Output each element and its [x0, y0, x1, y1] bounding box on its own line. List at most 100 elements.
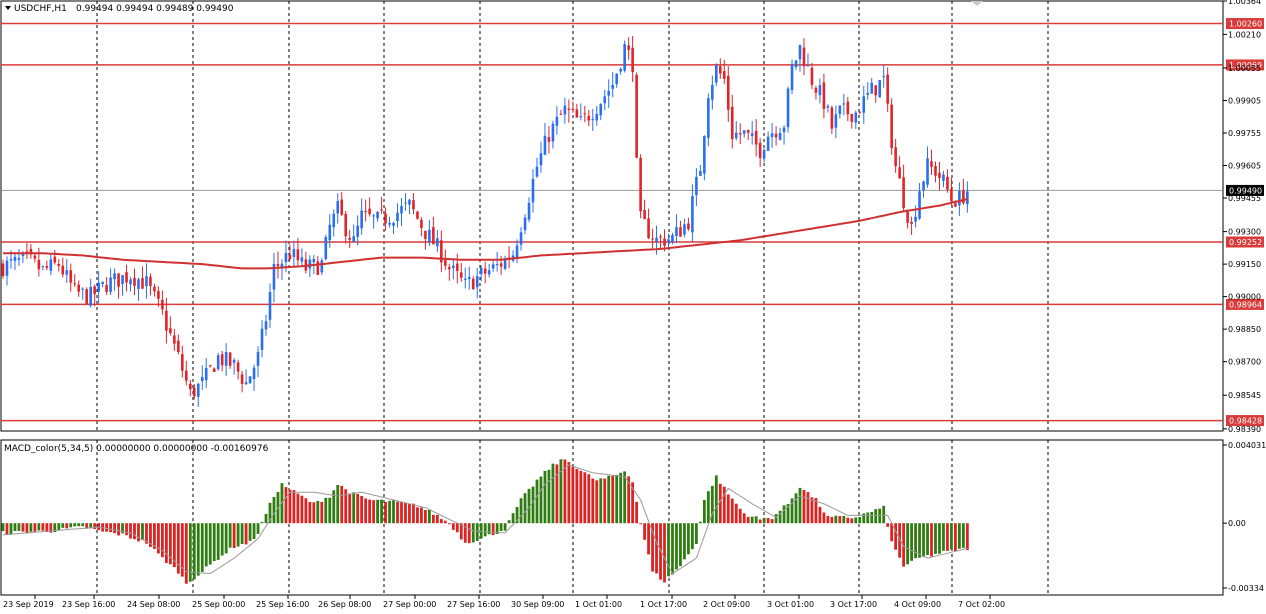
macd-bar: [372, 500, 376, 524]
macd-bar: [304, 498, 308, 524]
macd-bar: [702, 499, 706, 524]
candle-body: [408, 199, 411, 205]
macd-bar: [850, 518, 854, 524]
candle-body: [113, 273, 116, 280]
candle-body: [161, 299, 164, 310]
macd-bar: [232, 523, 236, 549]
candle-body: [220, 354, 224, 366]
candle-body: [599, 104, 603, 116]
candle-body: [722, 71, 726, 79]
price-pane-frame: [0, 0, 1224, 432]
candle-body: [567, 108, 571, 110]
collapse-triangle-icon[interactable]: [5, 6, 11, 10]
candle-body: [850, 113, 854, 122]
macd-bar: [300, 495, 304, 524]
macd-axis-label: 0.004031: [1228, 441, 1266, 450]
macd-bar: [643, 523, 646, 540]
candle-body: [515, 245, 519, 259]
candle-body: [300, 257, 304, 262]
candle-body: [308, 259, 312, 269]
macd-bar: [153, 523, 156, 549]
macd-bar: [655, 523, 658, 574]
candle-body: [109, 277, 112, 292]
candle-body: [611, 84, 615, 89]
candle-body: [340, 199, 344, 215]
macd-bar: [774, 514, 778, 524]
candle-body: [348, 237, 351, 240]
macd-bar: [914, 523, 917, 559]
time-axis-label: 26 Sep 08:00: [318, 600, 371, 609]
macd-bar: [507, 520, 511, 524]
candle-body: [647, 218, 650, 239]
macd-bar: [188, 523, 192, 582]
candle-body: [133, 277, 136, 286]
macd-bar: [77, 523, 81, 527]
macd-bar: [770, 519, 774, 524]
macd-bar: [838, 516, 842, 524]
macd-bar: [125, 523, 128, 536]
candle-body: [196, 383, 200, 397]
macd-bar: [926, 523, 929, 556]
candle-body: [691, 196, 694, 233]
macd-bar: [734, 503, 738, 524]
macd-bar: [531, 486, 535, 524]
candle-body: [204, 367, 208, 381]
candle-body: [145, 276, 148, 287]
macd-bar: [862, 513, 866, 524]
macd-bar: [794, 493, 798, 524]
candle-body: [842, 103, 846, 105]
candle-body: [376, 211, 379, 219]
macd-bar: [750, 516, 754, 524]
macd-bar: [842, 515, 846, 524]
shift-marker-icon[interactable]: [971, 1, 983, 6]
candle-body: [232, 359, 236, 363]
candle-body: [272, 263, 276, 290]
macd-bar: [730, 498, 734, 524]
macd-bar: [85, 523, 89, 529]
macd-bar: [922, 523, 925, 557]
candle-body: [671, 234, 674, 242]
macd-axis-label: -0.00334: [1228, 584, 1264, 593]
candle-body: [806, 65, 810, 67]
candle-body: [715, 65, 718, 83]
macd-bar: [113, 523, 116, 534]
candle-body: [77, 284, 81, 292]
candle-body: [360, 210, 363, 229]
macd-bar: [224, 523, 228, 554]
candle-body: [639, 157, 642, 212]
time-axis-label: 25 Sep 16:00: [256, 600, 309, 609]
candle-body: [966, 191, 969, 205]
candle-body: [615, 73, 618, 85]
macd-bar: [368, 499, 372, 524]
candle-body: [181, 354, 184, 371]
macd-bar: [324, 497, 328, 524]
candle-body: [730, 106, 734, 140]
candle-body: [627, 45, 630, 50]
macd-bar: [527, 488, 531, 524]
macd-bar: [718, 483, 722, 524]
macd-bar: [416, 507, 419, 524]
candle-body: [802, 47, 806, 67]
candle-body: [380, 209, 383, 211]
candle-body: [412, 200, 415, 210]
macd-bar: [288, 489, 292, 524]
macd-bar: [611, 476, 615, 524]
macd-bar: [667, 523, 670, 577]
candle-body: [746, 129, 750, 133]
candle-body: [45, 266, 49, 268]
candle-body: [491, 264, 495, 269]
macd-bar: [364, 498, 368, 524]
macd-bar: [910, 523, 913, 561]
macd-bar: [483, 523, 487, 537]
candle-body: [503, 258, 507, 269]
candle-body: [192, 387, 196, 397]
current-price-tag: [1226, 184, 1264, 196]
candle-body: [643, 209, 646, 220]
candle-body: [866, 92, 870, 95]
macd-bar: [575, 468, 579, 524]
macd-bar: [184, 523, 188, 584]
candle-body: [958, 190, 961, 206]
macd-bar: [950, 523, 953, 550]
price-axis-label: 0.99605: [1228, 162, 1261, 171]
candle-body: [762, 149, 766, 159]
